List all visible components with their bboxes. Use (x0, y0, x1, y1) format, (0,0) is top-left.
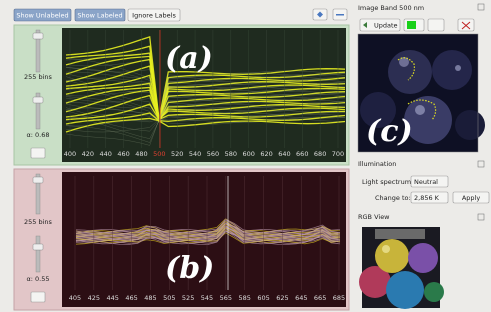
tick-label: 460 (117, 150, 129, 158)
tick-label: 500 (153, 150, 165, 158)
dock-button[interactable] (478, 161, 484, 167)
tick-label: 505 (163, 294, 175, 302)
tick-label: 485 (144, 294, 156, 302)
tick-label: 580 (225, 150, 237, 158)
alpha-label: α: 0.68 (26, 131, 49, 139)
alpha-label: α: 0.55 (26, 275, 49, 283)
tick-label: 600 (242, 150, 254, 158)
dropdown-value: Neutral (414, 178, 438, 186)
tick-label: 480 (135, 150, 147, 158)
tool-button[interactable] (428, 19, 444, 31)
tick-label: 425 (88, 294, 100, 302)
tick-label: 680 (314, 150, 326, 158)
bins-label: 255 bins (24, 218, 53, 226)
icon-button[interactable] (31, 292, 45, 302)
button-label: Show Labeled (77, 12, 122, 20)
tick-label: 645 (295, 294, 307, 302)
app-window: Show Unlabeled Show Labeled Ignore Label… (0, 0, 491, 312)
tick-label: 625 (276, 294, 288, 302)
field-label: Change to: (375, 194, 411, 202)
button-label: Apply (462, 194, 481, 202)
rgb-image (359, 227, 444, 309)
panel-label: (a) (165, 41, 213, 76)
spinbox-value: 2,856 K (414, 194, 440, 202)
field-label: Light spectrum: (362, 178, 413, 186)
color-swatch (407, 21, 416, 29)
tick-label: 545 (201, 294, 213, 302)
tick-label: 560 (207, 150, 219, 158)
slider-handle[interactable] (33, 244, 43, 250)
dock-title: Illumination (358, 160, 396, 168)
tick-label: 465 (125, 294, 137, 302)
tick-label: 440 (100, 150, 112, 158)
tick-label: 520 (171, 150, 183, 158)
tick-label: 665 (314, 294, 326, 302)
slider[interactable] (36, 236, 40, 272)
dock-title: RGB View (358, 213, 390, 221)
tick-label: 660 (296, 150, 308, 158)
button-label: Ignore Labels (132, 12, 176, 20)
tick-label: 700 (332, 150, 344, 158)
tick-label: 620 (260, 150, 272, 158)
slider-handle[interactable] (33, 33, 43, 39)
dock-button[interactable] (478, 214, 484, 220)
tick-label: 585 (239, 294, 251, 302)
tick-label: 445 (107, 294, 119, 302)
dock-title: Image Band 500 nm (358, 4, 424, 12)
tick-label: 605 (257, 294, 269, 302)
slider-handle[interactable] (33, 177, 43, 183)
panel-label: (b) (165, 251, 214, 286)
tick-label: 685 (333, 294, 345, 302)
tick-label: 525 (182, 294, 194, 302)
button-label: Update (374, 22, 398, 30)
tick-label: 420 (82, 150, 94, 158)
tick-label: 405 (69, 294, 81, 302)
icon (336, 14, 344, 16)
panel-label: (c) (366, 114, 413, 149)
tick-label: 540 (189, 150, 201, 158)
tick-label: 640 (278, 150, 290, 158)
button-label: Show Unlabeled (16, 12, 68, 20)
tick-label: 565 (220, 294, 232, 302)
icon-button[interactable] (31, 148, 45, 158)
tick-label: 400 (64, 150, 76, 158)
bins-label: 255 bins (24, 73, 53, 81)
slider-handle[interactable] (33, 97, 43, 103)
dock-button[interactable] (478, 4, 484, 10)
